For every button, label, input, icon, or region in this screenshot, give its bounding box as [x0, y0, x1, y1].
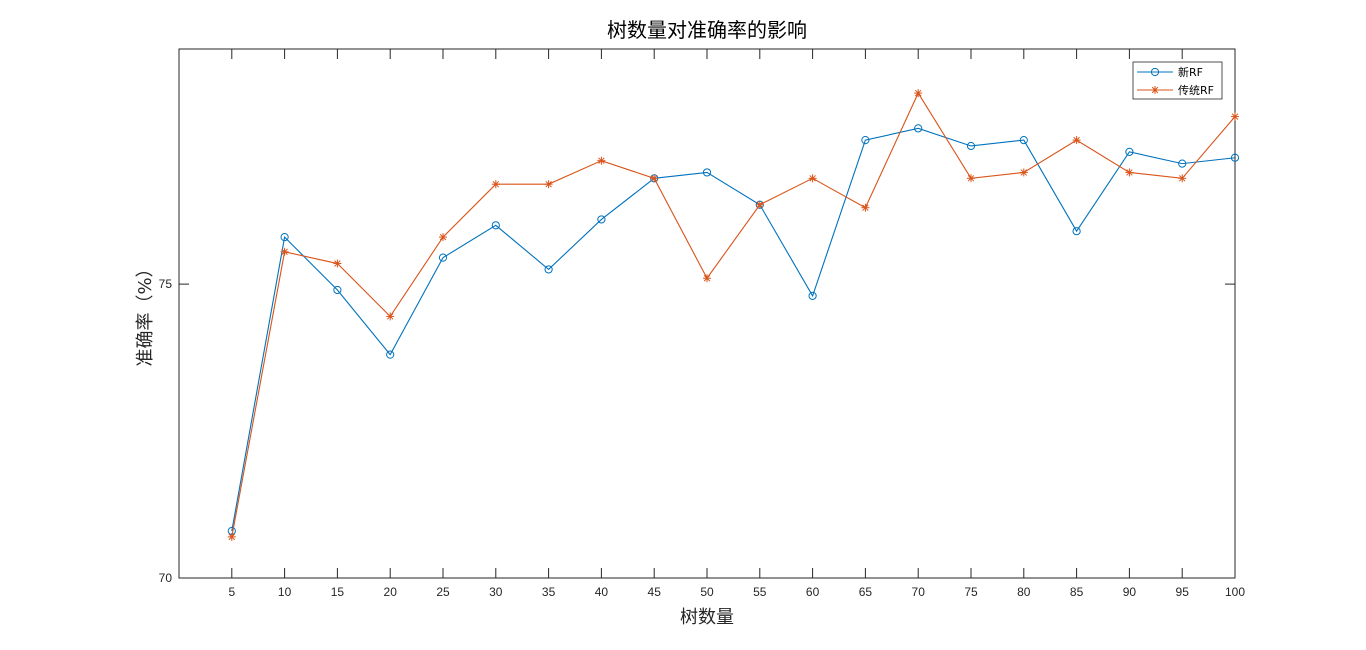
data-point-asterisk [1231, 112, 1239, 121]
legend-box [1132, 61, 1223, 100]
data-point-asterisk [755, 200, 764, 209]
data-point-circle [914, 124, 923, 133]
data-point-asterisk [1178, 174, 1187, 183]
data-point-circle [1150, 67, 1160, 77]
data-point-asterisk [1072, 136, 1081, 145]
x-tick-label: 50 [700, 585, 714, 599]
data-point-circle [333, 285, 342, 295]
x-tick-label: 65 [859, 585, 873, 599]
data-point-circle [386, 350, 395, 359]
x-tick-label: 35 [542, 585, 556, 599]
legend-item: 新RF [1137, 65, 1203, 79]
data-point-asterisk [1125, 168, 1134, 177]
data-point-asterisk [597, 156, 606, 165]
data-point-circle [1178, 159, 1187, 168]
x-tick-label: 30 [489, 585, 503, 599]
x-tick-label: 95 [1176, 585, 1190, 599]
legend-label: 传统RF [1178, 84, 1214, 97]
x-tick-label: 45 [648, 585, 662, 599]
x-tick-label: 15 [331, 585, 345, 599]
series-line [231, 127, 1236, 532]
data-point-asterisk [650, 174, 659, 183]
plot-area [178, 48, 1236, 579]
data-point-asterisk [227, 532, 236, 541]
y-tick-label: 70 [159, 571, 173, 585]
data-point-asterisk [914, 89, 923, 98]
data-point-asterisk [808, 174, 817, 183]
data-point-asterisk [544, 180, 553, 189]
legend-item: 传统RF [1137, 84, 1214, 97]
x-tick-label: 75 [964, 585, 978, 599]
x-tick-label: 10 [278, 585, 292, 599]
chart-title: 树数量对准确率的影响 [607, 18, 807, 42]
x-tick-label: 60 [806, 585, 820, 599]
series-2 [227, 89, 1239, 541]
data-point-asterisk [861, 203, 870, 212]
x-tick-label: 5 [228, 585, 235, 599]
x-axis-label: 树数量 [680, 607, 734, 628]
data-point-asterisk [967, 174, 975, 183]
data-point-asterisk [703, 274, 711, 283]
data-point-asterisk [491, 180, 500, 189]
x-tick-label: 25 [436, 585, 450, 599]
data-point-circle [438, 253, 448, 262]
data-point-asterisk [439, 233, 447, 242]
data-point-asterisk [1151, 86, 1159, 94]
series-layer [227, 89, 1240, 541]
series-1 [227, 124, 1240, 536]
data-point-circle [1072, 227, 1081, 236]
data-point-circle [544, 265, 553, 274]
data-point-circle [491, 221, 500, 230]
data-point-circle [702, 168, 712, 177]
data-point-asterisk [333, 259, 342, 268]
data-point-circle [966, 141, 976, 151]
x-tick-label: 80 [1017, 585, 1031, 599]
y-axis-label: 准确率（%） [135, 259, 156, 366]
series-line [231, 91, 1236, 537]
data-point-circle [1019, 136, 1028, 145]
data-point-circle [280, 232, 289, 242]
data-point-circle [1230, 153, 1240, 162]
data-point-circle [861, 136, 870, 145]
x-axis: 5 10 15 20 25 30 35 40 45 50 55 60 65 70 75 80 85 90 95 100 [228, 49, 1245, 599]
data-point-asterisk [280, 247, 289, 256]
data-point-circle [1125, 147, 1134, 156]
x-tick-label: 85 [1070, 585, 1084, 599]
x-tick-label: 20 [384, 585, 398, 599]
legend: 新RF 传统RF [1132, 61, 1223, 100]
legend-label: 新RF [1178, 65, 1203, 79]
x-tick-label: 40 [595, 585, 609, 599]
x-tick-label: 90 [1123, 585, 1137, 599]
x-tick-label: 70 [912, 585, 926, 599]
data-point-asterisk [386, 312, 395, 321]
data-point-circle [808, 291, 817, 300]
data-point-circle [597, 215, 606, 224]
data-point-asterisk [1019, 168, 1028, 177]
x-tick-label: 100 [1225, 585, 1245, 599]
x-tick-label: 55 [753, 585, 767, 599]
y-axis: 70 75 [159, 277, 1235, 585]
y-tick-label: 75 [159, 277, 173, 291]
